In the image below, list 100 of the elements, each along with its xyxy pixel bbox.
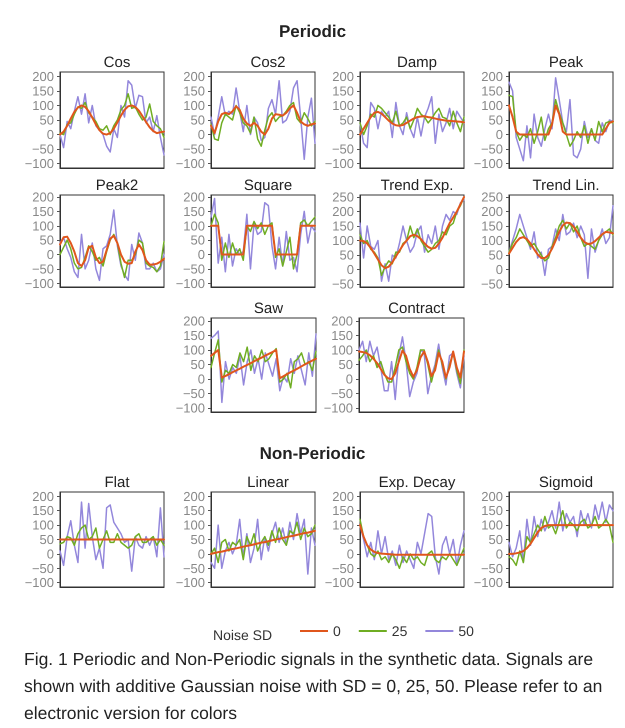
y-tick-label: 0 — [198, 247, 205, 262]
y-tick-label: 0 — [346, 546, 354, 562]
line-series — [359, 512, 465, 575]
y-tick-label: 150 — [332, 83, 354, 98]
line-series — [59, 524, 165, 549]
y-tick-label: 50 — [340, 112, 354, 128]
y-tick-label: 150 — [183, 328, 205, 343]
y-tick-label: 250 — [332, 190, 354, 205]
y-tick-label: 100 — [183, 518, 205, 533]
line-series — [59, 104, 165, 136]
y-tick-label: 150 — [481, 218, 503, 234]
text: Periodic — [278, 22, 348, 42]
chart-title: Cos — [104, 54, 130, 71]
y-tick-label: −100 — [474, 575, 503, 590]
y-tick-label: 150 — [332, 503, 354, 518]
line-series — [59, 80, 165, 156]
y-tick-label: 50 — [40, 232, 54, 248]
y-tick-label: 100 — [332, 233, 354, 248]
line-series — [508, 94, 614, 147]
y-tick-label: 200 — [332, 68, 354, 84]
line-series — [210, 330, 317, 404]
y-tick-label: 0 — [346, 372, 353, 387]
y-tick-label: 100 — [332, 98, 354, 113]
caption: Fig. 1 Periodic and Non-Periodic signals in the synthetic data. Signals are shown with additive Gaussian noise with SD = 0, 25, 50. Please refer to an electronic version for colors — [24, 648, 604, 725]
line-series — [210, 80, 316, 160]
chart-title: Damp — [396, 54, 438, 71]
y-tick-label: −50 — [182, 142, 205, 157]
y-tick-label: 150 — [32, 503, 54, 518]
y-tick-label: −100 — [474, 156, 503, 172]
y-tick-label: 100 — [481, 233, 503, 248]
y-tick-label: 100 — [332, 518, 354, 533]
chart-title: Peak — [548, 54, 584, 71]
chart-title: Trend Lin. — [532, 177, 600, 194]
y-tick-label: −100 — [176, 276, 205, 291]
y-tick-label: −100 — [324, 400, 353, 416]
line-series — [508, 524, 614, 555]
line-series — [59, 93, 165, 138]
y-tick-label: 100 — [32, 98, 54, 113]
chart-title: Peak2 — [96, 177, 138, 194]
y-tick-label: 0 — [198, 127, 205, 142]
y-tick-label: 50 — [488, 112, 503, 128]
y-tick-label: −100 — [24, 276, 54, 291]
y-tick-label: 150 — [481, 503, 503, 518]
y-tick-label: 150 — [183, 503, 205, 518]
line-series — [508, 77, 614, 162]
y-tick-label: 50 — [340, 532, 354, 547]
y-tick-label: −50 — [182, 386, 205, 402]
y-tick-label: −50 — [332, 560, 354, 576]
line-series — [359, 104, 465, 136]
y-tick-label: 0 — [198, 546, 205, 562]
y-tick-label: 0 — [46, 546, 54, 562]
y-tick-label: 50 — [190, 357, 205, 372]
chart-title: Square — [244, 177, 292, 194]
line-series — [359, 524, 465, 556]
y-tick-label: 50 — [40, 112, 54, 128]
y-tick-label: −100 — [176, 156, 205, 172]
y-tick-label: 200 — [183, 488, 205, 504]
y-tick-label: −50 — [182, 261, 205, 276]
line-series — [508, 510, 614, 566]
y-tick-label: 50 — [190, 232, 205, 248]
y-tick-label: 100 — [183, 342, 205, 358]
y-tick-label: 150 — [183, 204, 205, 219]
y-tick-label: 0 — [346, 262, 354, 278]
y-tick-label: 100 — [481, 518, 503, 533]
y-tick-label: 200 — [183, 313, 205, 328]
y-tick-label: −50 — [480, 276, 503, 292]
y-tick-label: −50 — [330, 386, 353, 402]
text: Non-Periodic — [258, 444, 366, 464]
y-tick-label: 0 — [346, 127, 354, 142]
y-tick-label: 50 — [340, 248, 354, 263]
y-tick-label: 100 — [481, 98, 503, 113]
y-tick-label: 250 — [481, 190, 503, 205]
y-tick-label: 0 — [46, 127, 54, 142]
y-tick-label: −100 — [176, 575, 205, 590]
y-tick-label: −50 — [332, 142, 354, 157]
y-tick-label: −50 — [182, 560, 205, 576]
y-tick-label: 200 — [183, 190, 205, 205]
line-series — [358, 336, 465, 400]
line-series — [210, 104, 316, 136]
y-tick-label: 150 — [32, 83, 54, 98]
y-tick-label: 200 — [481, 68, 503, 84]
y-tick-label: 200 — [32, 190, 54, 205]
line-series — [210, 339, 317, 389]
line-series — [359, 518, 465, 570]
line-series — [59, 209, 165, 282]
line-series — [508, 104, 614, 136]
y-tick-label: 100 — [183, 218, 205, 234]
y-tick-label: 0 — [198, 372, 205, 387]
chart-title: Linear — [247, 474, 289, 491]
y-tick-label: 0 — [46, 247, 54, 262]
y-tick-label: 50 — [190, 112, 205, 128]
y-tick-label: 200 — [183, 68, 205, 84]
y-tick-label: 200 — [331, 313, 353, 328]
y-tick-label: 100 — [183, 98, 205, 113]
chart-title: Exp. Decay — [378, 474, 456, 491]
chart-title: Saw — [254, 300, 284, 317]
chart-title: Flat — [104, 474, 130, 491]
y-tick-label: 150 — [332, 218, 354, 234]
y-tick-label: 100 — [32, 518, 54, 533]
y-tick-label: 200 — [332, 488, 354, 504]
